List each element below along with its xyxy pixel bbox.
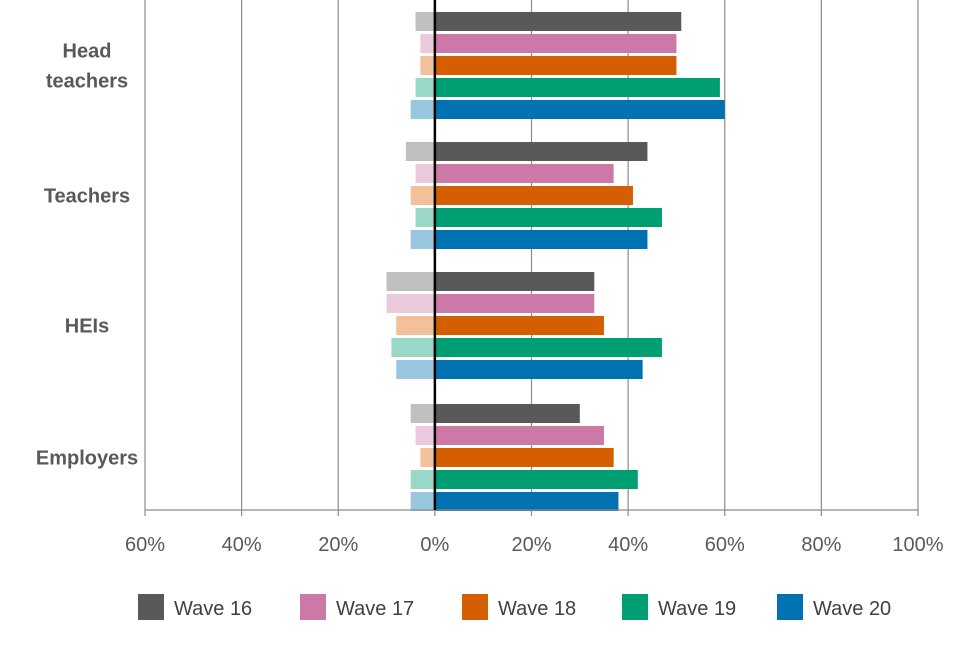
x-tick-label: 80% [801, 534, 841, 556]
legend-label: Wave 17 [336, 598, 414, 620]
bar-negative-wave-19 [415, 208, 435, 227]
bar-positive-wave-16 [434, 404, 580, 423]
legend: Wave 16 Wave 17 Wave 18 Wave 19 Wave 20 [138, 594, 891, 620]
bar-positive-wave-18 [434, 56, 677, 75]
bar-positive-wave-16 [434, 12, 682, 31]
bar-negative-wave-17 [415, 164, 435, 183]
bar-negative-wave-16 [405, 142, 435, 161]
bar-negative-wave-20 [410, 230, 435, 249]
legend-swatch [462, 594, 488, 620]
bar-positive-wave-19 [434, 208, 662, 227]
category-label: Employers [36, 448, 138, 470]
bar-negative-wave-17 [386, 294, 435, 313]
x-tick-label: 60% [125, 534, 165, 556]
bar-negative-wave-16 [386, 272, 435, 291]
legend-label: Wave 19 [658, 598, 736, 620]
bar-negative-wave-17 [415, 426, 435, 445]
bar-positive-wave-16 [434, 142, 648, 161]
bar-negative-wave-18 [420, 448, 435, 467]
bar-negative-wave-19 [415, 78, 435, 97]
bar-positive-wave-18 [434, 316, 604, 335]
bar-positive-wave-17 [434, 294, 595, 313]
bar-positive-wave-16 [434, 272, 595, 291]
legend-swatch [777, 594, 803, 620]
bar-negative-wave-19 [391, 338, 435, 357]
legend-label: Wave 20 [813, 598, 891, 620]
bar-positive-wave-19 [434, 78, 720, 97]
bar-positive-wave-19 [434, 470, 638, 489]
legend-item-wave-20: Wave 20 [777, 594, 891, 620]
bar-negative-wave-17 [420, 34, 435, 53]
x-tick-label: 60% [705, 534, 745, 556]
category-label: Head [63, 41, 112, 63]
category-label: HEIs [65, 316, 109, 338]
bar-negative-wave-16 [410, 404, 435, 423]
legend-label: Wave 18 [498, 598, 576, 620]
x-tick-label: 40% [608, 534, 648, 556]
labels-layer: 60% 40% 20% 0% 20% 40% 60% 80% 100% Head teachers T… [36, 41, 944, 557]
bar-negative-wave-18 [396, 316, 435, 335]
x-tick-label: 100% [892, 534, 943, 556]
x-tick-label: 20% [318, 534, 358, 556]
x-tick-label: 0% [420, 534, 449, 556]
bar-negative-wave-20 [396, 360, 435, 379]
bar-negative-wave-19 [410, 470, 435, 489]
bar-positive-wave-17 [434, 426, 604, 445]
legend-label: Wave 16 [174, 598, 252, 620]
bar-positive-wave-20 [434, 492, 619, 511]
bar-negative-wave-16 [415, 12, 435, 31]
bar-positive-wave-19 [434, 338, 662, 357]
legend-item-wave-18: Wave 18 [462, 594, 576, 620]
x-tick-label: 20% [511, 534, 551, 556]
bars-layer [386, 12, 725, 511]
legend-item-wave-17: Wave 17 [300, 594, 414, 620]
bar-negative-wave-18 [420, 56, 435, 75]
legend-item-wave-19: Wave 19 [622, 594, 736, 620]
legend-swatch [138, 594, 164, 620]
category-label: teachers [46, 71, 128, 93]
bar-positive-wave-20 [434, 230, 648, 249]
bar-positive-wave-17 [434, 164, 614, 183]
bar-positive-wave-20 [434, 360, 643, 379]
bar-positive-wave-18 [434, 186, 633, 205]
category-label: Teachers [44, 186, 130, 208]
bar-negative-wave-20 [410, 492, 435, 511]
legend-swatch [300, 594, 326, 620]
legend-swatch [622, 594, 648, 620]
bar-negative-wave-18 [410, 186, 435, 205]
bar-positive-wave-17 [434, 34, 677, 53]
bar-positive-wave-18 [434, 448, 614, 467]
bar-negative-wave-20 [410, 100, 435, 119]
x-tick-label: 40% [222, 534, 262, 556]
axis-layer [144, 0, 919, 516]
legend-item-wave-16: Wave 16 [138, 594, 252, 620]
bar-positive-wave-20 [434, 100, 725, 119]
